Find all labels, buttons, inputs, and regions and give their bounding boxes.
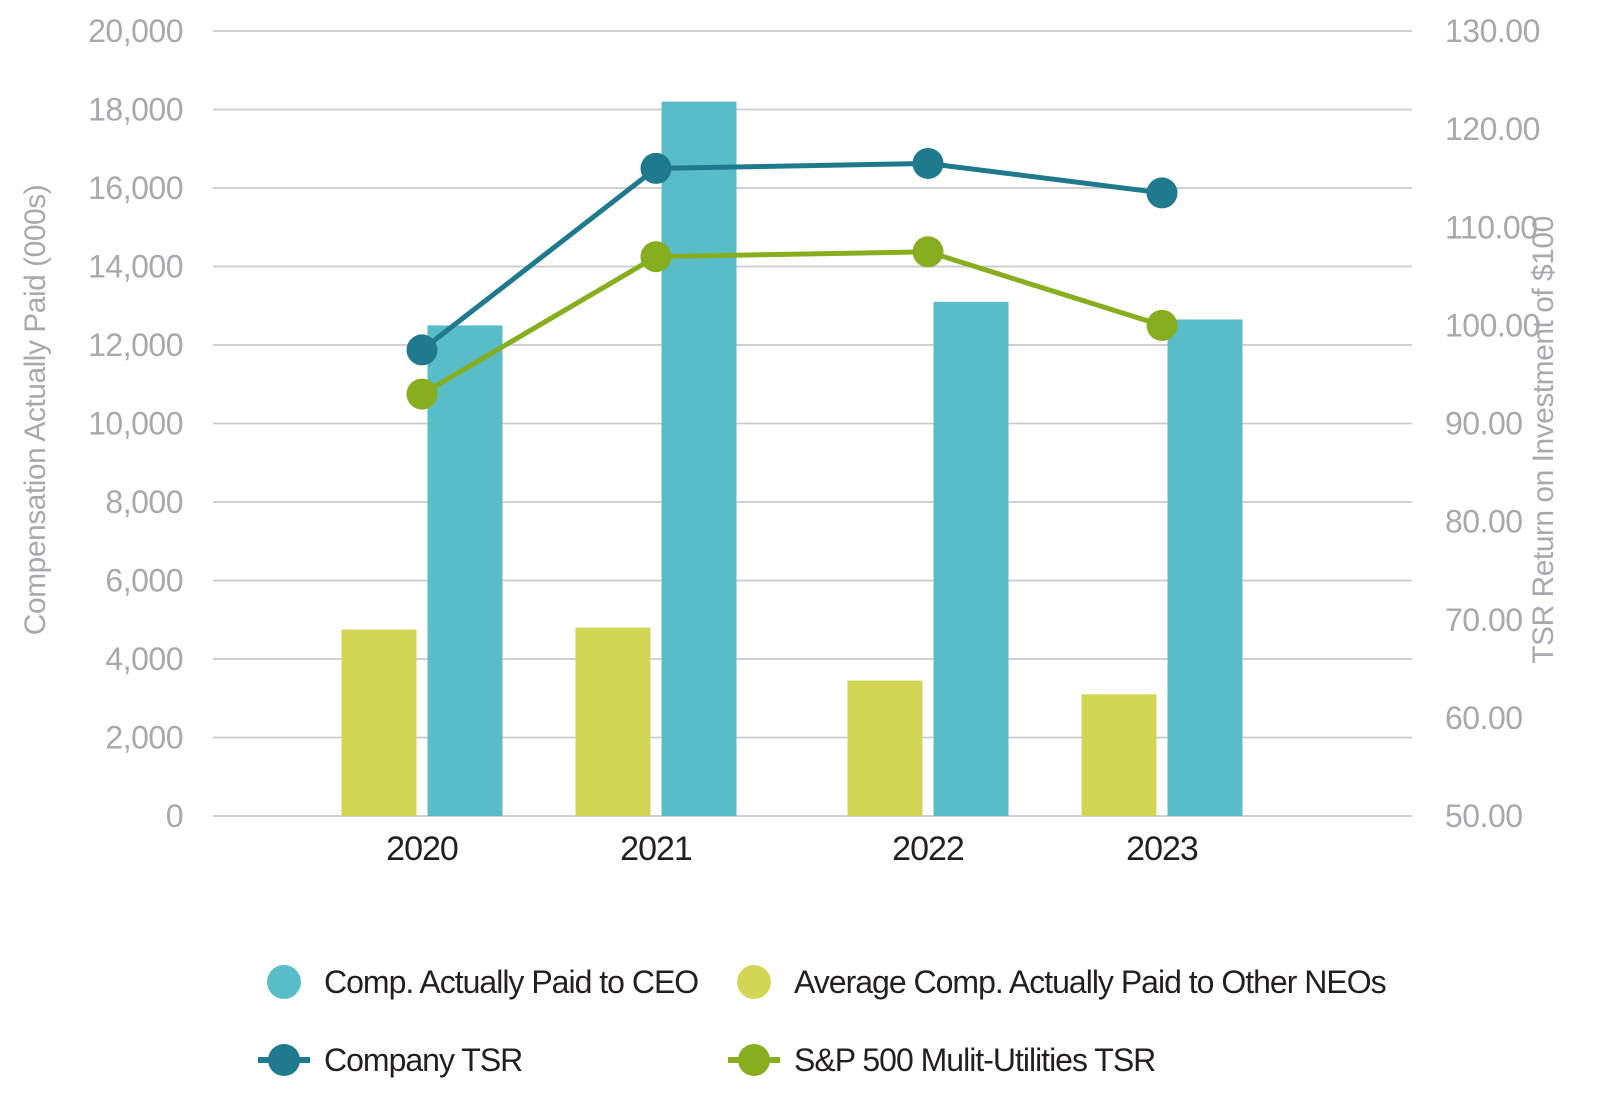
bar-average-comp-actually-paid-to-other-neos-2020 bbox=[341, 629, 417, 816]
legend-label-neo-comp: Average Comp. Actually Paid to Other NEO… bbox=[794, 963, 1387, 1000]
x-label-2023: 2023 bbox=[1126, 830, 1198, 868]
left-axis-tick-0: 0 bbox=[166, 798, 183, 834]
line-company-tsr bbox=[419, 160, 1165, 353]
line-s-p-500-mulit-utilities-tsr bbox=[419, 249, 1165, 397]
legend-item-neo-comp: Average Comp. Actually Paid to Other NEO… bbox=[728, 956, 1387, 1008]
point-company-tsr-2023 bbox=[1146, 177, 1178, 209]
left-axis-tick-14000: 14,000 bbox=[88, 249, 183, 285]
legend-label-company-tsr: Company TSR bbox=[324, 1041, 523, 1078]
left-axis-tick-2000: 2,000 bbox=[105, 720, 183, 756]
left-axis-tick-6000: 6,000 bbox=[105, 563, 183, 599]
left-axis-tick-8000: 8,000 bbox=[105, 484, 183, 520]
right-axis-tick-130: 130.00 bbox=[1445, 13, 1540, 49]
left-axis-title: Compensation Actually Paid (000s) bbox=[19, 185, 52, 635]
axis-ticks: 0 2,000 4,000 6,000 8,000 10,000 12,000 14,000 1… bbox=[88, 13, 1540, 868]
bar-comp-actually-paid-to-ceo-2021 bbox=[661, 101, 737, 816]
bar-series-group bbox=[341, 101, 1243, 816]
left-axis-tick-12000: 12,000 bbox=[88, 327, 183, 363]
right-axis-tick-100: 100.00 bbox=[1445, 307, 1540, 343]
bar-comp-actually-paid-to-ceo-2023 bbox=[1167, 319, 1243, 816]
right-axis-tick-70: 70.00 bbox=[1445, 602, 1523, 638]
point-company-tsr-2021 bbox=[640, 152, 672, 184]
point-s-p-500-mulit-utilities-tsr-2020 bbox=[406, 378, 438, 410]
point-s-p-500-mulit-utilities-tsr-2023 bbox=[1146, 309, 1178, 341]
right-axis-title: TSR Return on Investment of $100 bbox=[1527, 216, 1560, 664]
point-s-p-500-mulit-utilities-tsr-2022 bbox=[912, 236, 944, 268]
right-axis-tick-110: 110.00 bbox=[1445, 209, 1538, 245]
legend-item-company-tsr: Company TSR bbox=[258, 1034, 523, 1086]
legend-label-sp500-tsr: S&P 500 Mulit-Utilities TSR bbox=[794, 1041, 1156, 1078]
x-label-2020: 2020 bbox=[386, 830, 458, 868]
right-axis-tick-90: 90.00 bbox=[1445, 406, 1523, 442]
legend-swatch-neo-comp-icon bbox=[737, 965, 771, 999]
bar-comp-actually-paid-to-ceo-2022 bbox=[933, 301, 1009, 816]
bar-average-comp-actually-paid-to-other-neos-2021 bbox=[575, 627, 651, 816]
bar-average-comp-actually-paid-to-other-neos-2022 bbox=[847, 680, 923, 816]
left-axis-tick-10000: 10,000 bbox=[88, 406, 183, 442]
left-axis-tick-4000: 4,000 bbox=[105, 641, 183, 677]
line-series-group bbox=[406, 147, 1178, 410]
legend-item-sp500-tsr: S&P 500 Mulit-Utilities TSR bbox=[728, 1034, 1156, 1086]
left-axis-tick-16000: 16,000 bbox=[88, 170, 183, 206]
right-axis-tick-50: 50.00 bbox=[1445, 798, 1523, 834]
left-axis-tick-20000: 20,000 bbox=[88, 13, 183, 49]
right-axis-tick-80: 80.00 bbox=[1445, 504, 1523, 540]
right-axis-tick-120: 120.00 bbox=[1445, 111, 1540, 147]
legend-swatch-ceo-comp-icon bbox=[267, 965, 301, 999]
legend-swatch-sp500-tsr-icon bbox=[728, 1043, 780, 1077]
left-axis-tick-18000: 18,000 bbox=[88, 92, 183, 128]
legend-swatch-company-tsr-icon bbox=[258, 1043, 310, 1077]
legend-item-ceo-comp: Comp. Actually Paid to CEO bbox=[258, 956, 699, 1008]
point-company-tsr-2020 bbox=[406, 334, 438, 366]
point-company-tsr-2022 bbox=[912, 147, 944, 179]
x-label-2021: 2021 bbox=[620, 830, 692, 868]
legend-label-ceo-comp: Comp. Actually Paid to CEO bbox=[324, 963, 699, 1000]
bar-comp-actually-paid-to-ceo-2020 bbox=[427, 325, 503, 816]
bar-average-comp-actually-paid-to-other-neos-2023 bbox=[1081, 694, 1157, 816]
right-axis-tick-60: 60.00 bbox=[1445, 700, 1523, 736]
point-s-p-500-mulit-utilities-tsr-2021 bbox=[640, 241, 672, 273]
x-label-2022: 2022 bbox=[892, 830, 964, 868]
